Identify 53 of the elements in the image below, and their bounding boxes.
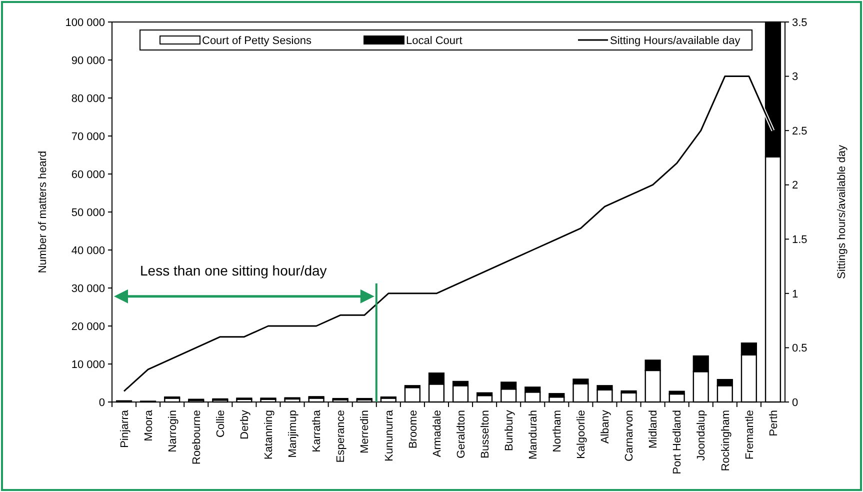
x-tick-label: Esperance [335, 410, 348, 463]
y2-axis-title: Sittings hours/available day [836, 144, 848, 279]
y2-tick-label: 3.5 [792, 16, 808, 29]
y2-tick-label: 2.5 [792, 125, 808, 138]
x-tick-label: Bunbury [503, 410, 516, 451]
x-tick-label: Busselton [479, 410, 492, 458]
y-tick-label: 60 000 [71, 168, 105, 181]
x-tick-label: Joondalup [696, 410, 708, 461]
x-tick-label: Broome [407, 410, 420, 449]
y2-tick-label: 2 [792, 180, 798, 192]
annotation: Less than one sitting hour/day [140, 262, 327, 278]
x-tick-label: Katanning [263, 410, 276, 460]
x-tick-label: Fremantle [744, 410, 756, 460]
y-tick-label: 40 000 [71, 244, 105, 257]
x-tick-label: Mandurah [527, 410, 540, 460]
x-tick-label: Kalgoorlie [576, 410, 588, 459]
x-tick-label: Armadale [431, 410, 444, 458]
x-tick-label: Derby [239, 410, 252, 440]
x-tick-label: Kununurra [383, 409, 396, 462]
x-tick-label: Moora [142, 409, 155, 442]
y-tick-label: 10 000 [71, 358, 105, 371]
x-tick-label: Narrogin [166, 410, 179, 452]
y-axis-title: Number of matters heard [37, 150, 49, 274]
x-tick-label: Roebourne [190, 410, 203, 464]
legend-label: Local Court [406, 34, 462, 47]
y-tick-label: 50 000 [71, 206, 105, 219]
x-tick-label: Geraldton [455, 410, 468, 458]
x-tick-label: Carnarvon [624, 410, 636, 462]
x-tick-label: Rockingham [720, 410, 732, 472]
x-tick-label: Karratha [311, 409, 324, 452]
x-tick-label: Merredin [359, 410, 372, 454]
y2-tick-label: 0 [792, 396, 798, 409]
x-tick-label: Collie [215, 410, 228, 438]
y-tick-label: 100 000 [65, 16, 105, 29]
y2-tick-label: 1.5 [792, 234, 808, 246]
x-tick-label: Manjimup [287, 410, 300, 458]
y-tick-label: 0 [98, 396, 105, 409]
legend-label: Court of Petty Sesions [202, 34, 312, 47]
x-tick-label: Midland [648, 410, 660, 449]
x-tick-label: Pinjarra [118, 409, 131, 448]
y-tick-label: 20 000 [71, 320, 105, 333]
x-tick-label: Perth [768, 410, 780, 436]
x-tick-label: Port Hedland [672, 410, 684, 474]
y-tick-label: 80 000 [71, 92, 105, 105]
x-tick-label: Albany [600, 410, 612, 444]
y-tick-label: 90 000 [71, 54, 105, 67]
legend-label: Sitting Hours/available day [610, 34, 741, 47]
y2-tick-label: 0.5 [792, 342, 808, 355]
x-tick-label: Northam [552, 410, 564, 452]
y2-tick-label: 1 [792, 288, 798, 300]
y-tick-label: 70 000 [71, 130, 105, 143]
y2-tick-label: 3 [792, 71, 798, 84]
y-tick-label: 30 000 [71, 282, 105, 295]
